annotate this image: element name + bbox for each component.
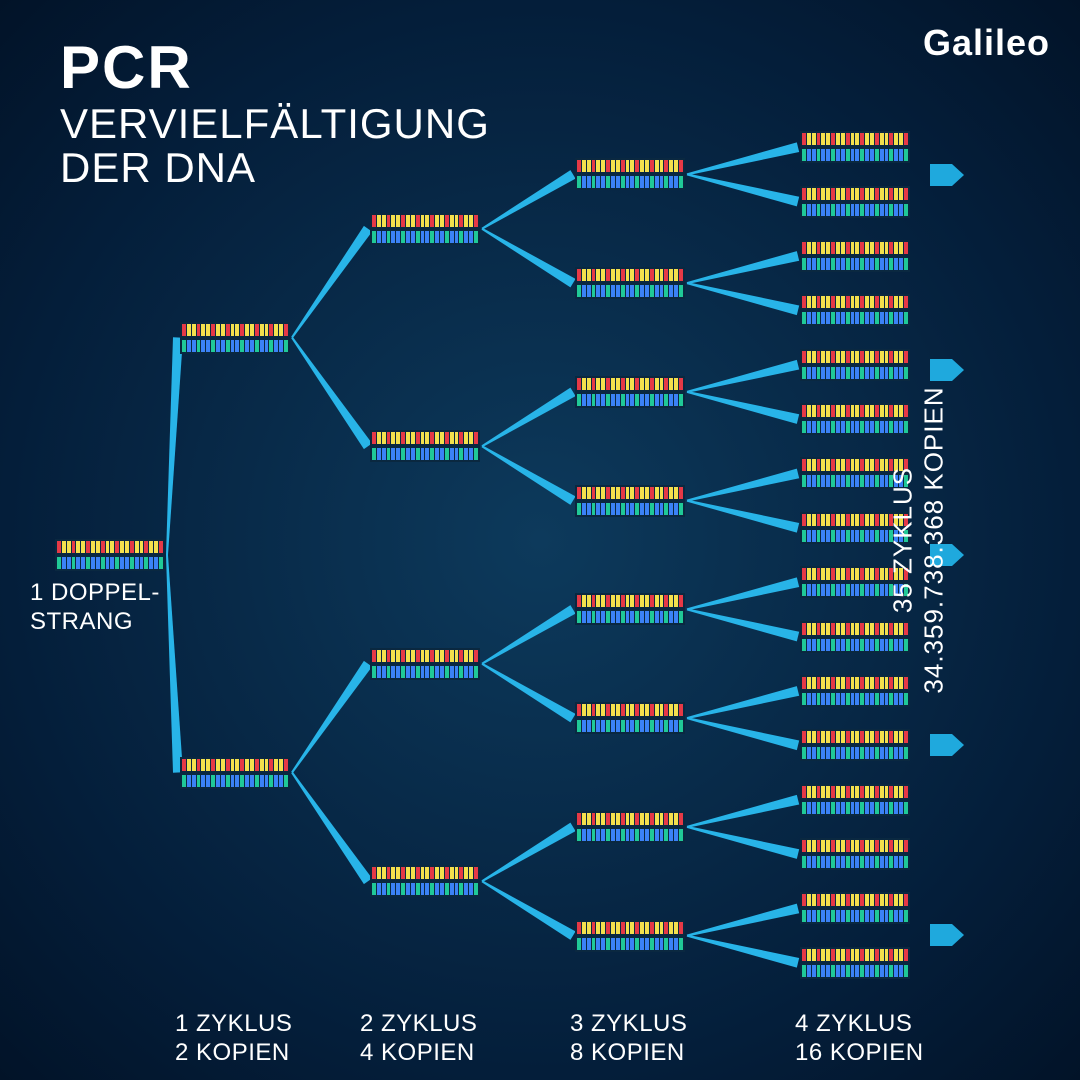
cycle-label: 1 ZYKLUS2 KOPIEN: [175, 1010, 292, 1068]
dna-strand: [180, 322, 290, 354]
dna-strand: [800, 947, 910, 979]
dna-strand: [800, 131, 910, 163]
dna-strand: [800, 349, 910, 381]
cycle-label: 2 ZYKLUS4 KOPIEN: [360, 1010, 477, 1068]
side-label: 35 ZYKLUS 34.359.738.368 KOPIEN: [887, 386, 949, 693]
dna-strand: [800, 186, 910, 218]
dna-strand: [575, 811, 685, 843]
dna-strand: [575, 702, 685, 734]
dna-strand: [800, 240, 910, 272]
dna-strand: [370, 430, 480, 462]
dna-strand: [800, 892, 910, 924]
dna-strand: [800, 294, 910, 326]
dna-strand: [800, 784, 910, 816]
dna-strand: [180, 757, 290, 789]
dna-strand: [575, 267, 685, 299]
dna-strand: [575, 920, 685, 952]
cycle-label: 4 ZYKLUS16 KOPIEN: [795, 1010, 924, 1068]
dna-strand: [55, 539, 165, 571]
dna-strand: [800, 838, 910, 870]
dna-strand: [575, 485, 685, 517]
dna-strand: [575, 593, 685, 625]
cycle-label: 1 DOPPEL-STRANG: [30, 579, 160, 637]
dna-strand: [575, 376, 685, 408]
dna-strand: [370, 865, 480, 897]
cycle-label: 3 ZYKLUS8 KOPIEN: [570, 1010, 687, 1068]
dna-strand: [370, 213, 480, 245]
dna-strand: [370, 648, 480, 680]
dna-strand: [575, 158, 685, 190]
dna-strand: [800, 729, 910, 761]
